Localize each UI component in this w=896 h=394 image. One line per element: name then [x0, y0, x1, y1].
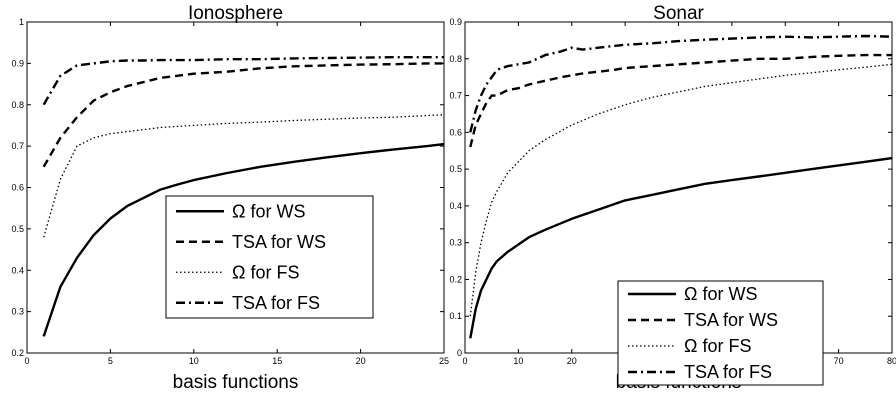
legend-entry: TSA for WS: [684, 310, 778, 330]
y-tick-label: 0.3: [449, 238, 462, 248]
x-tick-label: 70: [834, 356, 844, 366]
y-tick-label: 0.5: [449, 164, 462, 174]
legend-box: [165, 195, 374, 319]
x-tick-label: 20: [567, 356, 577, 366]
x-tick-label: 10: [513, 356, 523, 366]
y-tick-label: 0: [457, 348, 462, 358]
x-tick-label: 0: [24, 356, 29, 366]
legend-box: [617, 280, 824, 386]
legend: Ω for WS TSA for WS Ω for FS TSA for FS: [165, 195, 374, 319]
x-tick-label: 20: [356, 356, 366, 366]
y-tick-label: 0.4: [11, 265, 24, 275]
series-line-dashdot: [469, 34, 893, 133]
y-tick-label: 0.6: [449, 127, 462, 137]
x-tick-label: 15: [272, 356, 282, 366]
series-line-solid: [42, 142, 445, 337]
y-tick-label: 0.2: [11, 348, 24, 358]
y-tick-label: 0.9: [11, 58, 24, 68]
chart-title: Ionosphere: [188, 3, 283, 24]
x-tick-label: 5: [108, 356, 113, 366]
legend-entry: TSA for WS: [232, 232, 326, 252]
y-tick-label: 0.5: [11, 224, 24, 234]
y-tick-label: 0.8: [11, 100, 24, 110]
legend-entry: TSA for FS: [684, 362, 772, 382]
series-line-dashed: [42, 62, 444, 168]
y-tick-label: 0.9: [449, 17, 462, 27]
y-tick-label: 0.1: [449, 311, 462, 321]
x-tick-label: 10: [189, 356, 199, 366]
legend-entry: Ω for WS: [232, 201, 305, 221]
legend: Ω for WS TSA for WS Ω for FS TSA for FS: [617, 280, 824, 386]
chart-ionosphere: Ionosphere basis functions 0 5 10 15 20 25 0.2 0.…: [11, 3, 449, 393]
y-tick-label: 0.7: [11, 141, 24, 151]
y-tick-label: 0.8: [449, 54, 462, 64]
y-tick-label: 0.2: [449, 274, 462, 284]
y-tick-label: 0.3: [11, 307, 24, 317]
chart-title: Sonar: [653, 3, 704, 24]
series-line-dotted: [469, 63, 893, 317]
y-tick-label: 0.6: [11, 183, 24, 193]
chart-sonar: Sonarbasis functions0102030405060708000.…: [449, 3, 896, 393]
series-line-dotted: [43, 114, 445, 238]
legend-entry: Ω for FS: [684, 336, 751, 356]
y-tick-label: 1: [19, 17, 24, 27]
x-axis-label: basis functions: [173, 372, 299, 393]
x-tick-label: 0: [462, 356, 467, 366]
series-line-dashed: [469, 53, 892, 148]
legend-entry: Ω for FS: [232, 262, 299, 282]
legend-entry: TSA for FS: [232, 293, 320, 313]
x-tick-label: 80: [887, 356, 896, 366]
series-line-dashdot: [42, 56, 444, 106]
legend-entry: Ω for WS: [684, 284, 757, 304]
y-tick-label: 0.4: [449, 201, 462, 211]
y-tick-label: 0.7: [449, 91, 462, 101]
series-line-solid: [469, 156, 893, 339]
x-tick-label: 25: [439, 356, 449, 366]
